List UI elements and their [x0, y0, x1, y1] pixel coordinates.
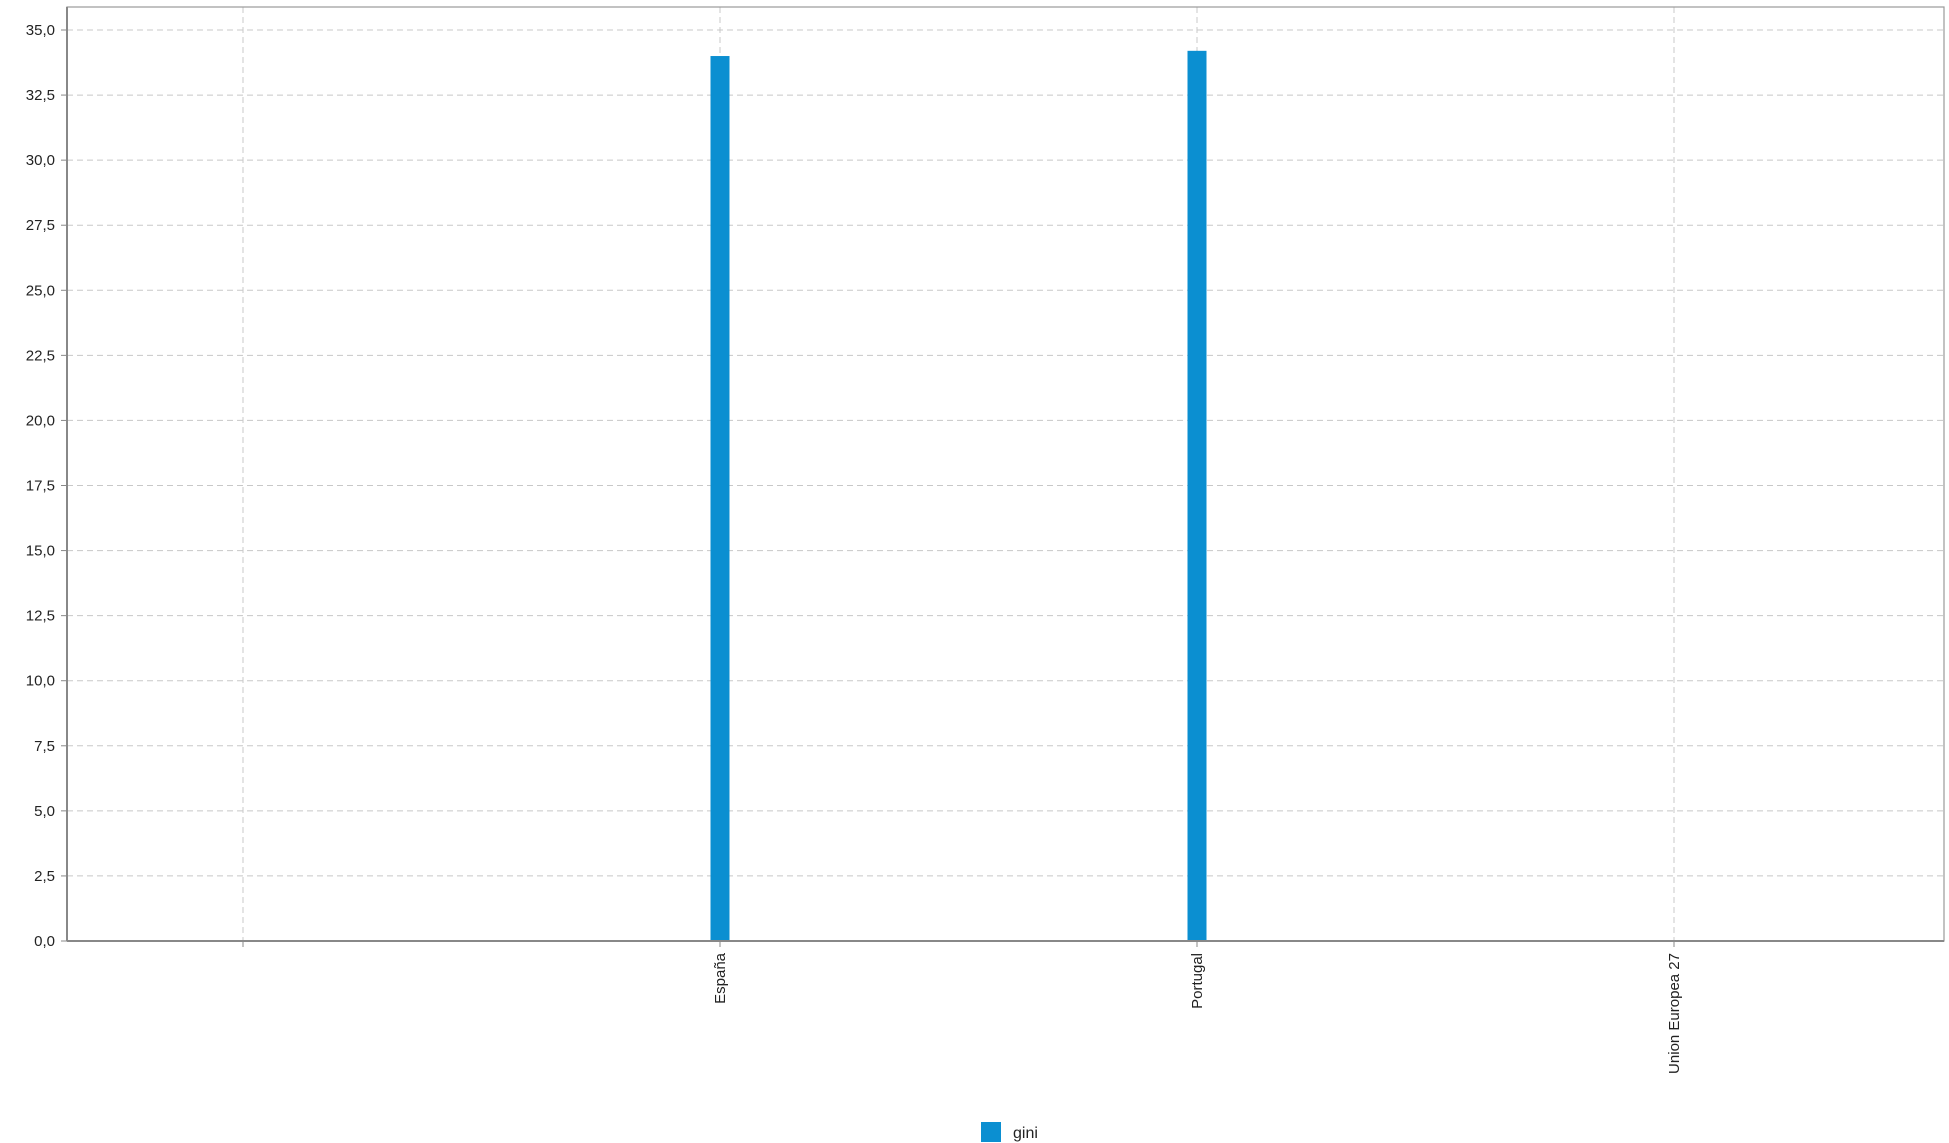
- y-tick-label: 12,5: [26, 608, 55, 625]
- legend: gini: [981, 1122, 1038, 1142]
- x-tick-label: Union Europea 27: [1666, 953, 1683, 1074]
- bar-gini: [710, 56, 730, 942]
- y-tick-label: 32,5: [26, 87, 55, 104]
- y-tick-label: 22,5: [26, 347, 55, 364]
- y-tick-label: 20,0: [26, 412, 55, 429]
- y-tick-label: 25,0: [26, 282, 55, 299]
- y-tick-label: 15,0: [26, 543, 55, 560]
- legend-label-gini: gini: [1013, 1125, 1038, 1142]
- legend-swatch-gini: [981, 1122, 1001, 1142]
- x-tick-label: Portugal: [1189, 953, 1206, 1009]
- y-tick-label: 10,0: [26, 673, 55, 690]
- y-tick-labels: 0,0 2,5 5,0 7,5 10,0 12,5 15,0 17,5 20,0 22,5 25,0…: [26, 22, 55, 950]
- y-tick-label: 7,5: [34, 738, 55, 755]
- y-tick-label: 2,5: [34, 868, 55, 885]
- bars: [710, 50, 1207, 942]
- x-tick-label: España: [712, 952, 729, 1004]
- y-tick-label: 0,0: [34, 933, 55, 950]
- y-tick-label: 30,0: [26, 152, 55, 169]
- y-tick-label: 17,5: [26, 478, 55, 495]
- y-tick-label: 5,0: [34, 803, 55, 820]
- axes: [61, 6, 1945, 947]
- y-tick-label: 35,0: [26, 22, 55, 39]
- bar-gini: [1187, 50, 1207, 941]
- x-tick-labels: España Portugal Union Europea 27: [712, 952, 1683, 1074]
- y-tick-label: 27,5: [26, 217, 55, 234]
